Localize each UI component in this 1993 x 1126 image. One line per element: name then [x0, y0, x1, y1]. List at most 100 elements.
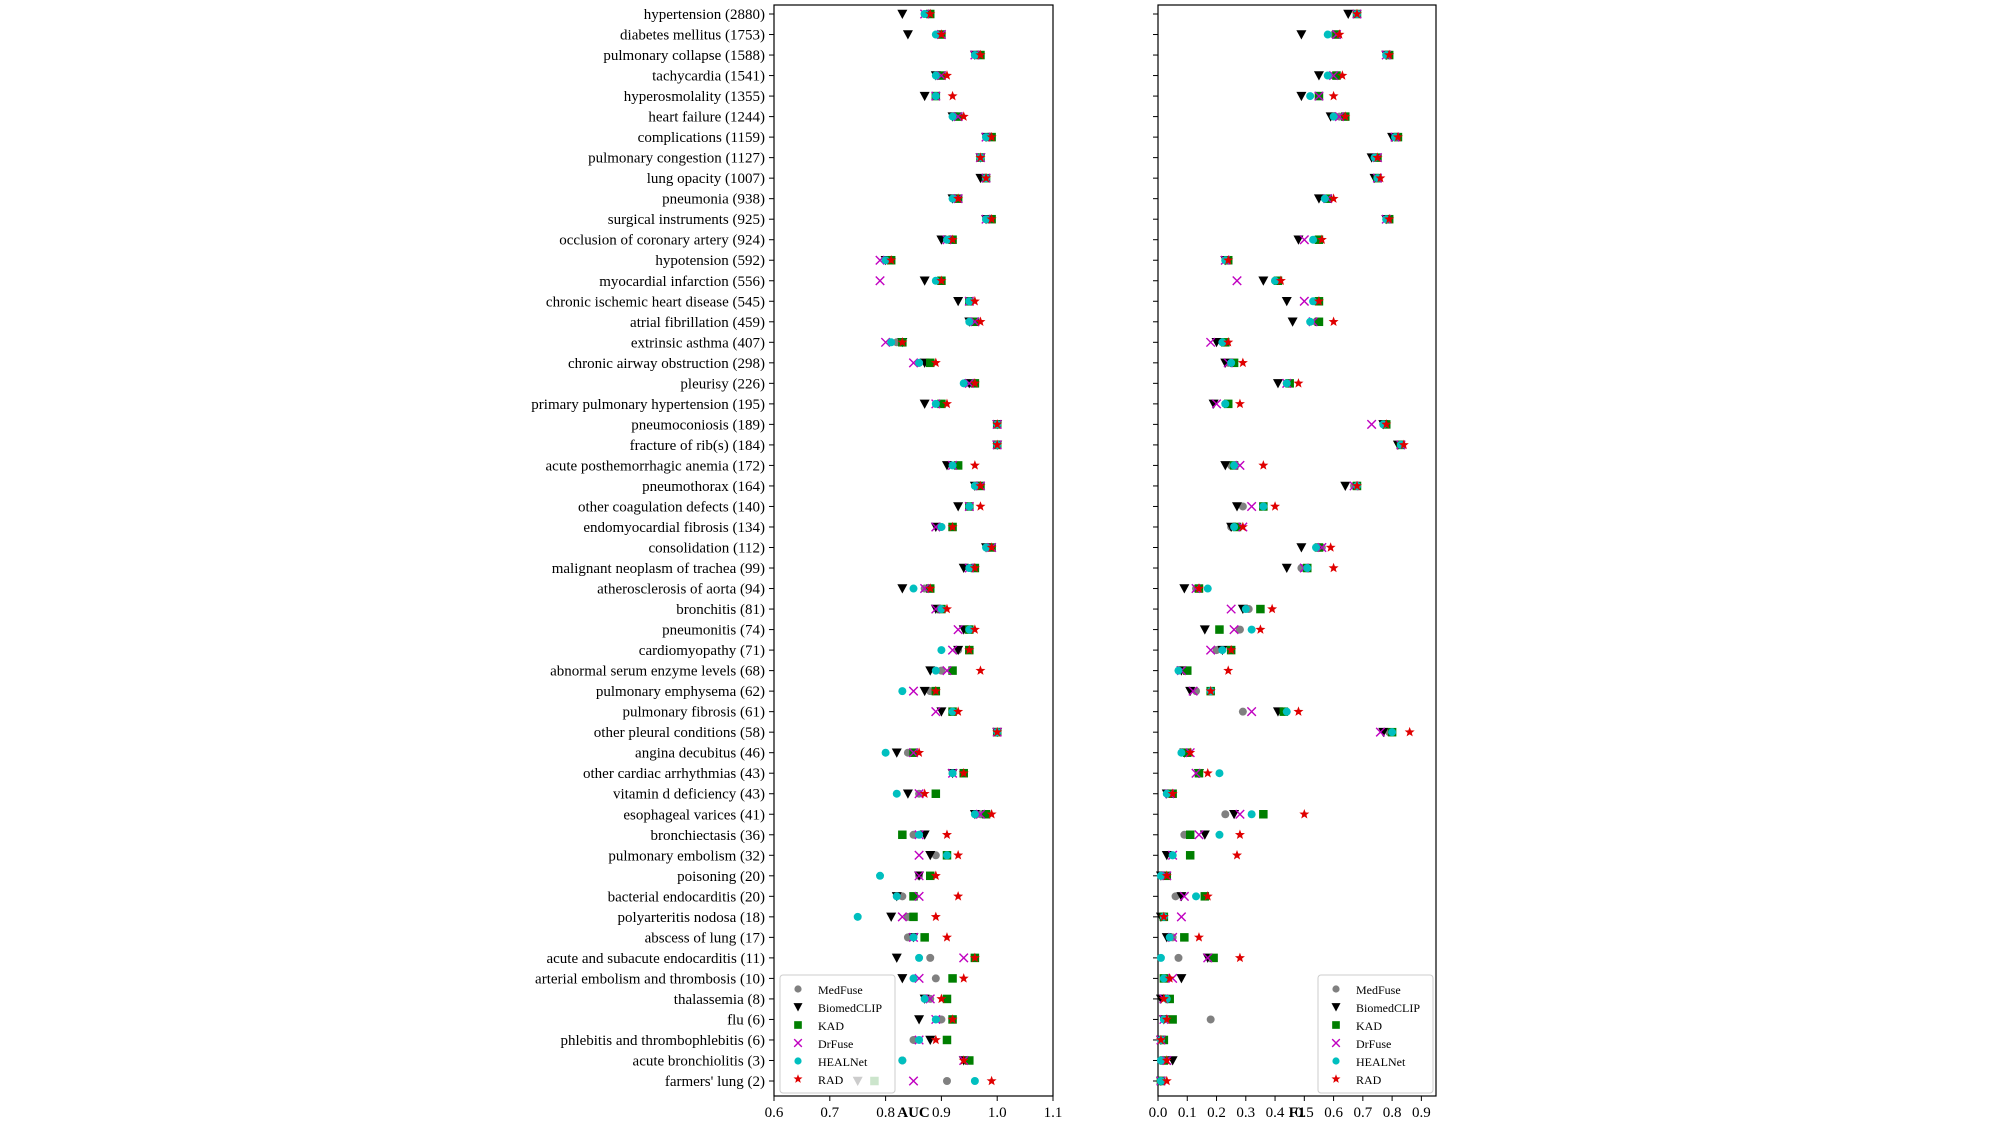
data-point [1211, 399, 1222, 409]
data-point [1230, 461, 1239, 470]
data-point-stroke [1226, 604, 1236, 614]
category-label: atherosclerosis of aorta (94) [597, 582, 765, 598]
data-point [1168, 1015, 1177, 1024]
legend-marker [1331, 1003, 1341, 1012]
data-point [1299, 296, 1310, 307]
data-point [897, 584, 908, 594]
data-point [931, 974, 940, 983]
data-point [1375, 727, 1386, 737]
data-point [931, 399, 940, 408]
data-point [1378, 727, 1389, 738]
category-label: hyperosmolality (1355) [624, 89, 765, 105]
data-point [1194, 830, 1204, 840]
data-point [909, 933, 918, 942]
series-rad [886, 8, 1003, 1086]
data-point [953, 645, 964, 656]
x-tick-label: 0.9 [1412, 1105, 1431, 1121]
legend-marker [793, 1003, 803, 1012]
data-point [969, 952, 980, 963]
category-label: myocardial infarction (556) [599, 274, 765, 290]
data-point [986, 809, 997, 819]
data-point [909, 584, 918, 593]
category-label: hypertension (2880) [644, 7, 765, 23]
category-label: pneumothorax (164) [642, 479, 765, 495]
data-point [925, 8, 936, 19]
data-point [975, 152, 986, 162]
data-point [1247, 625, 1256, 634]
data-point [1306, 92, 1315, 101]
data-point [970, 810, 979, 819]
data-point [897, 912, 908, 922]
data-point [975, 665, 986, 675]
data-point [920, 994, 929, 1003]
data-point [975, 316, 986, 327]
data-point [965, 317, 974, 326]
data-point [1227, 358, 1236, 367]
data-point [1234, 398, 1245, 409]
x-tick-label: 0.7 [1353, 1105, 1372, 1121]
data-point [1193, 932, 1204, 942]
data-point [931, 30, 940, 39]
data-point [1203, 953, 1213, 963]
data-point [926, 953, 935, 962]
data-point [1221, 810, 1230, 819]
data-point [914, 1015, 925, 1025]
data-point [992, 439, 1003, 450]
data-point-stroke [942, 665, 952, 676]
data-point [1167, 1056, 1178, 1066]
data-point [1155, 1034, 1166, 1045]
data-point [965, 625, 974, 634]
data-point [1185, 747, 1196, 757]
data-point [947, 234, 958, 244]
data-point-stroke [1246, 501, 1257, 512]
data-point [1215, 830, 1224, 839]
data-point [1171, 892, 1180, 901]
data-point [1270, 501, 1281, 511]
series-biomedclip [852, 9, 1003, 1086]
x-tick-label: 0.2 [1207, 1105, 1226, 1121]
data-point [1328, 70, 1339, 81]
data-point [1323, 30, 1332, 39]
data-point-stroke [1314, 91, 1324, 101]
data-point [914, 788, 924, 799]
data-point [947, 1014, 958, 1024]
data-point [1306, 317, 1315, 326]
data-point [941, 70, 952, 80]
data-point [953, 193, 964, 203]
data-point [1156, 953, 1165, 962]
data-point [1185, 851, 1195, 860]
category-label: acute posthemorrhagic anemia (172) [546, 458, 766, 474]
data-point [1226, 604, 1236, 614]
data-point [953, 850, 964, 860]
data-point [1329, 112, 1338, 121]
data-point [1162, 789, 1171, 798]
legend-marker [1332, 1057, 1340, 1065]
data-point [1241, 605, 1250, 614]
legend-label: MedFuse [818, 983, 863, 997]
data-point-stroke [1188, 686, 1198, 696]
x-tick-label: 0.6 [1324, 1105, 1343, 1121]
data-point [1293, 378, 1304, 388]
data-point [915, 830, 924, 839]
data-point [1296, 91, 1307, 102]
data-point [1156, 871, 1165, 880]
data-point [1392, 131, 1403, 142]
data-point [975, 480, 986, 491]
data-point [965, 564, 974, 573]
data-point [936, 275, 947, 285]
data-point [931, 276, 940, 285]
data-point [1158, 911, 1169, 922]
data-point [925, 1035, 936, 1045]
x-tick-label: 0.8 [1383, 1105, 1402, 1121]
auc-panel: 0.6 0.7 0.8 0.9 1.0 1.1 AUC hypertension (2880)… [531, 4, 1062, 1121]
data-point [964, 644, 975, 655]
data-point [875, 276, 885, 286]
data-point [1332, 71, 1341, 80]
legend-marker [793, 1038, 803, 1048]
data-point [1259, 810, 1268, 819]
data-point [970, 1077, 979, 1085]
legend-label: BiomedCLIP [818, 1001, 882, 1015]
data-point [909, 912, 918, 922]
data-point [1202, 767, 1213, 778]
